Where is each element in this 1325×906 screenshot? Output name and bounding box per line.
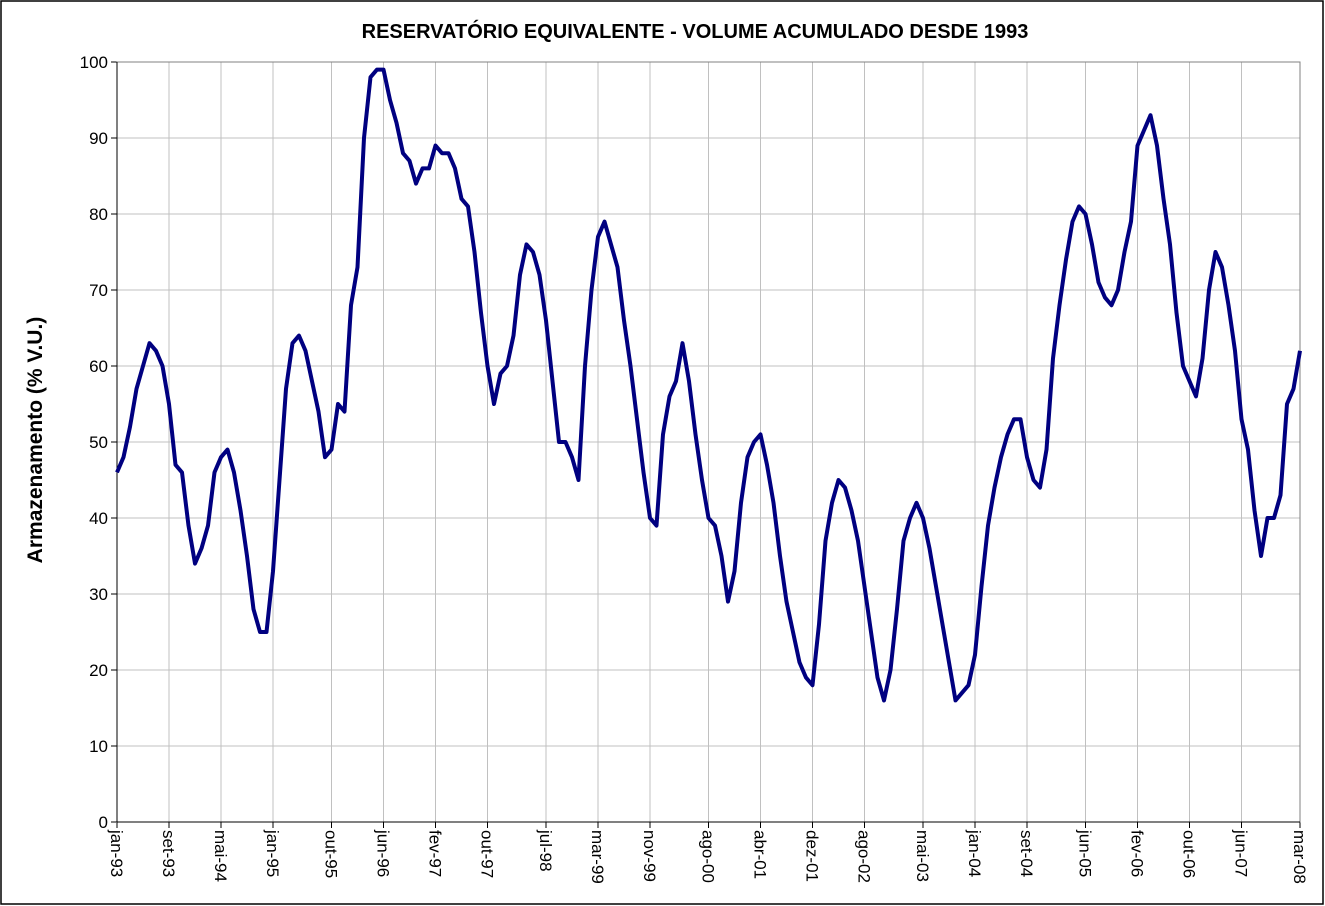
y-tick-label: 50 <box>89 433 108 452</box>
x-tick-label: out-95 <box>322 830 341 878</box>
y-tick-label: 0 <box>99 813 108 832</box>
x-tick-label: jan-04 <box>965 829 984 877</box>
y-tick-label: 90 <box>89 129 108 148</box>
x-tick-label: ago-00 <box>699 830 718 883</box>
x-tick-label: jun-05 <box>1076 829 1095 877</box>
x-tick-label: mai-94 <box>211 830 230 882</box>
x-tick-label: mai-03 <box>913 830 932 882</box>
y-tick-label: 80 <box>89 205 108 224</box>
x-tick-label: ago-02 <box>855 830 874 883</box>
x-tick-label: out-97 <box>478 830 497 878</box>
x-tick-label: set-04 <box>1017 830 1036 877</box>
x-tick-label: mar-08 <box>1290 830 1309 884</box>
y-tick-label: 30 <box>89 585 108 604</box>
chart-title: RESERVATÓRIO EQUIVALENTE - VOLUME ACUMUL… <box>362 19 1029 43</box>
x-tick-label: jun-96 <box>374 829 393 877</box>
x-tick-label: dez-01 <box>803 830 822 882</box>
x-tick-label: jan-95 <box>263 829 282 877</box>
x-tick-label: abr-01 <box>751 830 770 879</box>
x-tick-label: set-93 <box>159 830 178 877</box>
y-tick-label: 60 <box>89 357 108 376</box>
x-tick-label: fev-06 <box>1128 830 1147 877</box>
data-line <box>115 67 1302 703</box>
x-tick-label: jun-07 <box>1232 829 1251 877</box>
y-tick-label: 20 <box>89 661 108 680</box>
x-tick-label: nov-99 <box>640 830 659 882</box>
x-tick-label: jul-98 <box>536 829 555 872</box>
y-tick-label: 100 <box>80 53 108 72</box>
y-axis-label: Armazenamento (% V.U.) <box>24 317 47 564</box>
x-tick-label: jan-93 <box>107 829 126 877</box>
x-tick-label: fev-97 <box>426 830 445 877</box>
x-tick-label: mar-99 <box>588 830 607 884</box>
x-tick-label: out-06 <box>1180 830 1199 878</box>
y-tick-label: 70 <box>89 281 108 300</box>
y-tick-label: 40 <box>89 509 108 528</box>
y-tick-label: 10 <box>89 737 108 756</box>
